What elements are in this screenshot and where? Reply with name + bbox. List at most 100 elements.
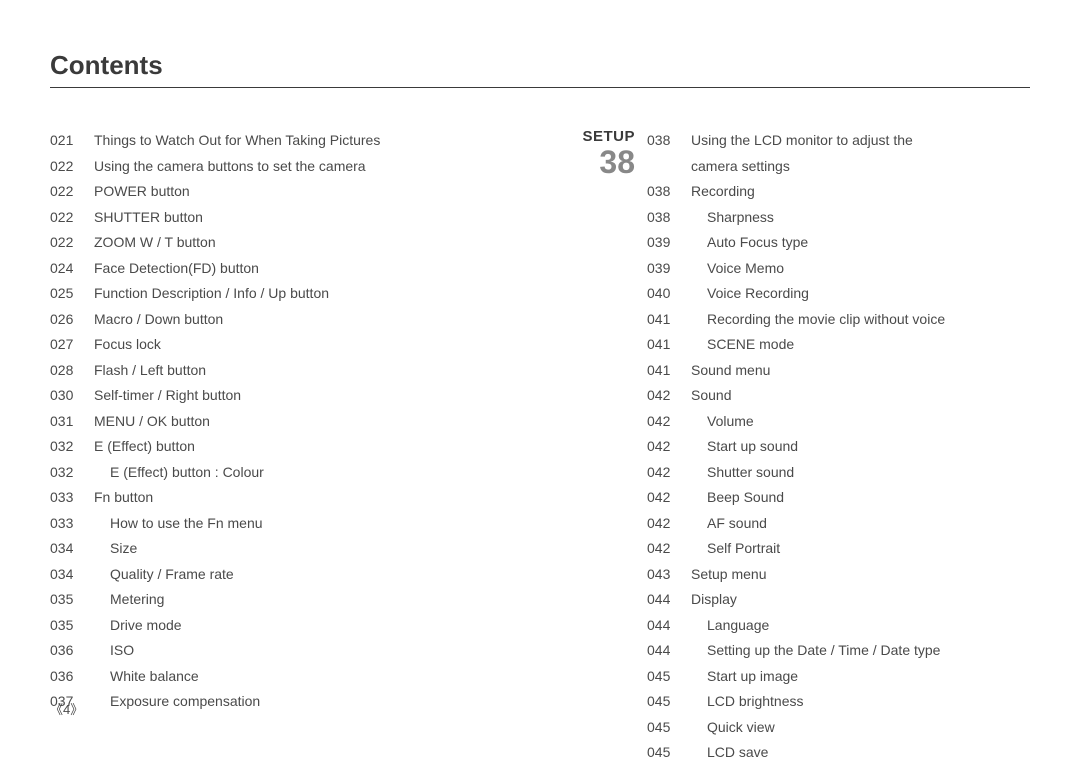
toc-entry-text: SHUTTER button (94, 205, 530, 231)
toc-entry-text: Setup menu (691, 562, 1030, 588)
toc-entry: camera settings (647, 154, 1030, 180)
toc-page-number: 035 (50, 587, 94, 613)
toc-entry-text: Sound (691, 383, 1030, 409)
toc-entry-text: ISO (94, 638, 530, 664)
toc-entry-text: Recording the movie clip without voice (691, 307, 1030, 333)
toc-entry: 035Metering (50, 587, 530, 613)
toc-entry-text: Quality / Frame rate (94, 562, 530, 588)
toc-entry: 038Using the LCD monitor to adjust the (647, 128, 1030, 154)
toc-entry-text: SCENE mode (691, 332, 1030, 358)
columns: 021Things to Watch Out for When Taking P… (50, 128, 1030, 766)
toc-entry-text: Size (94, 536, 530, 562)
toc-page-number: 042 (647, 536, 691, 562)
toc-page-number: 036 (50, 638, 94, 664)
toc-entry-text: Display (691, 587, 1030, 613)
toc-page-number: 041 (647, 358, 691, 384)
toc-page-number: 033 (50, 485, 94, 511)
toc-page-number: 021 (50, 128, 94, 154)
toc-entry-text: Things to Watch Out for When Taking Pict… (94, 128, 530, 154)
toc-entry: 030Self-timer / Right button (50, 383, 530, 409)
toc-entry-text: Start up image (691, 664, 1030, 690)
toc-entry-text: Sound menu (691, 358, 1030, 384)
toc-entry: 045Start up image (647, 664, 1030, 690)
toc-entry-text: Function Description / Info / Up button (94, 281, 530, 307)
toc-entry: 039Auto Focus type (647, 230, 1030, 256)
toc-entry: 043Setup menu (647, 562, 1030, 588)
toc-entry: 045LCD brightness (647, 689, 1030, 715)
toc-entry-text: Beep Sound (691, 485, 1030, 511)
page-title: Contents (50, 50, 1030, 88)
toc-entry: 025Function Description / Info / Up butt… (50, 281, 530, 307)
toc-entry: 022ZOOM W / T button (50, 230, 530, 256)
toc-entry-text: Setting up the Date / Time / Date type (691, 638, 1030, 664)
toc-page-number: 032 (50, 434, 94, 460)
toc-page-number: 041 (647, 307, 691, 333)
toc-page-number: 022 (50, 205, 94, 231)
toc-entry-text: Language (691, 613, 1030, 639)
toc-page-number: 045 (647, 715, 691, 741)
toc-entry-text: Focus lock (94, 332, 530, 358)
right-entries: 038Using the LCD monitor to adjust theca… (647, 128, 1030, 766)
toc-page-number: 025 (50, 281, 94, 307)
toc-page-number: 033 (50, 511, 94, 537)
toc-entry: 044Setting up the Date / Time / Date typ… (647, 638, 1030, 664)
toc-entry: 042AF sound (647, 511, 1030, 537)
toc-entry-text: Auto Focus type (691, 230, 1030, 256)
toc-page-number: 034 (50, 562, 94, 588)
toc-page-number: 042 (647, 511, 691, 537)
toc-entry-text: LCD brightness (691, 689, 1030, 715)
toc-entry: 034Quality / Frame rate (50, 562, 530, 588)
contents-page: Contents 021Things to Watch Out for When… (0, 0, 1080, 746)
toc-entry-text: camera settings (691, 154, 1030, 180)
toc-entry: 022Using the camera buttons to set the c… (50, 154, 530, 180)
toc-entry: 022SHUTTER button (50, 205, 530, 231)
toc-entry-text: Exposure compensation (94, 689, 530, 715)
toc-entry: 038Sharpness (647, 205, 1030, 231)
toc-entry-text: E (Effect) button (94, 434, 530, 460)
toc-page-number (647, 154, 691, 180)
toc-page-number: 045 (647, 664, 691, 690)
toc-page-number: 044 (647, 638, 691, 664)
toc-entry-text: Sharpness (691, 205, 1030, 231)
toc-entry: 041Recording the movie clip without voic… (647, 307, 1030, 333)
toc-entry: 042Beep Sound (647, 485, 1030, 511)
toc-entry: 045LCD save (647, 740, 1030, 766)
toc-entry: 027Focus lock (50, 332, 530, 358)
toc-entry: 036White balance (50, 664, 530, 690)
toc-page-number: 039 (647, 256, 691, 282)
toc-page-number: 042 (647, 383, 691, 409)
toc-entry-text: Recording (691, 179, 1030, 205)
toc-entry: 039Voice Memo (647, 256, 1030, 282)
toc-page-number: 043 (647, 562, 691, 588)
toc-entry-text: ZOOM W / T button (94, 230, 530, 256)
toc-entry-text: Fn button (94, 485, 530, 511)
toc-entry: 033Fn button (50, 485, 530, 511)
toc-page-number: 042 (647, 460, 691, 486)
toc-page-number: 031 (50, 409, 94, 435)
toc-page-number: 042 (647, 434, 691, 460)
toc-entry-text: Self-timer / Right button (94, 383, 530, 409)
toc-entry-text: Voice Recording (691, 281, 1030, 307)
toc-page-number: 022 (50, 179, 94, 205)
toc-page-number: 045 (647, 689, 691, 715)
section-label: SETUP 38 (565, 128, 647, 766)
toc-entry-text: Using the camera buttons to set the came… (94, 154, 530, 180)
toc-page-number: 038 (647, 205, 691, 231)
toc-page-number: 035 (50, 613, 94, 639)
toc-entry-text: E (Effect) button : Colour (94, 460, 530, 486)
section-number: 38 (565, 145, 635, 180)
toc-page-number: 038 (647, 179, 691, 205)
toc-entry-text: Face Detection(FD) button (94, 256, 530, 282)
section-name: SETUP (565, 128, 635, 145)
toc-page-number: 042 (647, 485, 691, 511)
toc-entry: 026Macro / Down button (50, 307, 530, 333)
toc-page-number: 034 (50, 536, 94, 562)
toc-page-number: 040 (647, 281, 691, 307)
toc-entry: 031MENU / OK button (50, 409, 530, 435)
toc-entry: 044Language (647, 613, 1030, 639)
toc-entry-text: Self Portrait (691, 536, 1030, 562)
toc-entry-text: LCD save (691, 740, 1030, 766)
toc-entry: 024Face Detection(FD) button (50, 256, 530, 282)
toc-page-number: 042 (647, 409, 691, 435)
toc-page-number: 032 (50, 460, 94, 486)
